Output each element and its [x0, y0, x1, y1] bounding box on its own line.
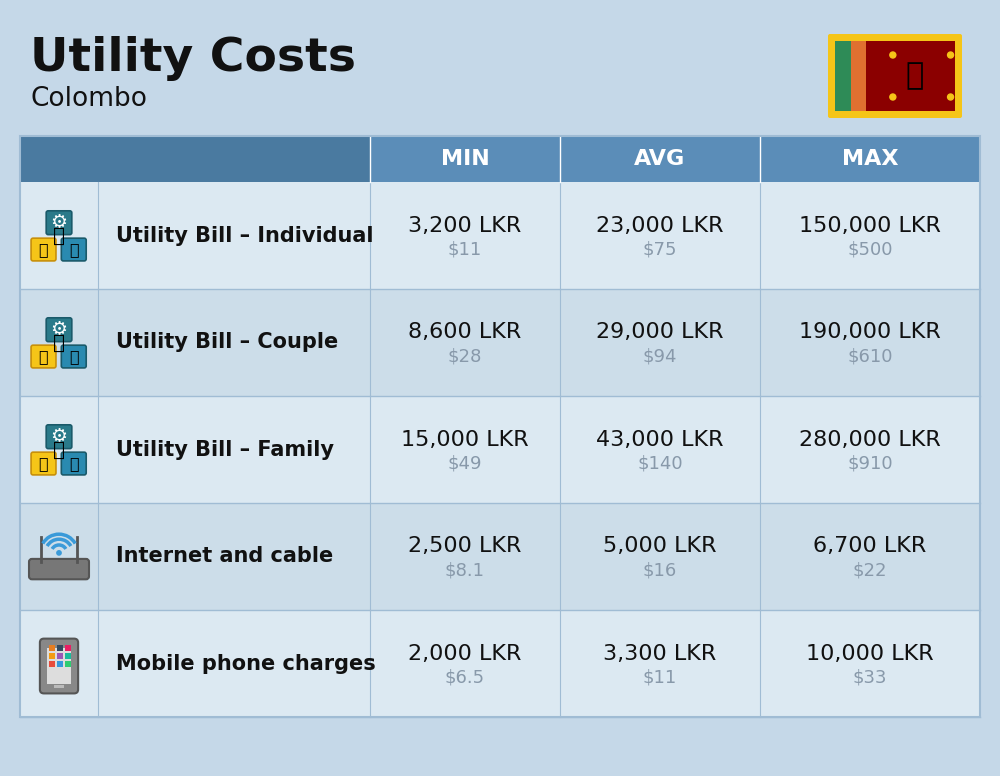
Text: $28: $28 — [448, 348, 482, 365]
Text: 3,300 LKR: 3,300 LKR — [603, 643, 717, 663]
FancyBboxPatch shape — [40, 639, 78, 694]
Circle shape — [890, 52, 896, 58]
FancyBboxPatch shape — [31, 452, 56, 475]
Text: 🔌: 🔌 — [39, 242, 48, 257]
Text: $16: $16 — [643, 562, 677, 580]
Text: 29,000 LKR: 29,000 LKR — [596, 323, 724, 342]
Text: 150,000 LKR: 150,000 LKR — [799, 216, 941, 235]
Text: MAX: MAX — [842, 149, 898, 169]
Text: Utility Costs: Utility Costs — [30, 36, 356, 81]
Text: 280,000 LKR: 280,000 LKR — [799, 429, 941, 449]
Text: $140: $140 — [637, 455, 683, 473]
Bar — [49, 645, 55, 651]
Text: 23,000 LKR: 23,000 LKR — [596, 216, 724, 235]
Bar — [65, 660, 71, 667]
FancyBboxPatch shape — [46, 318, 72, 341]
FancyBboxPatch shape — [828, 34, 962, 118]
Bar — [65, 645, 71, 651]
FancyBboxPatch shape — [29, 559, 89, 580]
Bar — [49, 653, 55, 659]
Text: $610: $610 — [847, 348, 893, 365]
Bar — [20, 136, 370, 182]
Text: 190,000 LKR: 190,000 LKR — [799, 323, 941, 342]
Text: 🧑: 🧑 — [53, 227, 65, 246]
Bar — [47, 649, 71, 684]
Text: Utility Bill – Individual: Utility Bill – Individual — [116, 226, 374, 245]
Text: MIN: MIN — [441, 149, 489, 169]
Bar — [20, 136, 980, 717]
Text: Mobile phone charges: Mobile phone charges — [116, 653, 376, 674]
Text: 10,000 LKR: 10,000 LKR — [806, 643, 934, 663]
Text: 🚰: 🚰 — [69, 349, 79, 364]
Text: 3,200 LKR: 3,200 LKR — [408, 216, 522, 235]
Bar — [49, 660, 55, 667]
FancyBboxPatch shape — [61, 452, 86, 475]
Bar — [835, 41, 851, 111]
Text: ⚙: ⚙ — [50, 428, 68, 446]
Text: $11: $11 — [643, 668, 677, 687]
Text: 6,700 LKR: 6,700 LKR — [813, 536, 927, 556]
Text: 🦁: 🦁 — [905, 61, 924, 91]
Bar — [54, 685, 64, 688]
Text: $910: $910 — [847, 455, 893, 473]
Bar — [57, 660, 63, 667]
Text: $33: $33 — [853, 668, 887, 687]
Text: $49: $49 — [448, 455, 482, 473]
Circle shape — [948, 94, 954, 100]
Bar — [57, 645, 63, 651]
FancyBboxPatch shape — [31, 345, 56, 368]
Text: $94: $94 — [643, 348, 677, 365]
Circle shape — [948, 52, 954, 58]
Text: Colombo: Colombo — [30, 86, 147, 112]
Text: Utility Bill – Family: Utility Bill – Family — [116, 439, 334, 459]
Circle shape — [890, 94, 896, 100]
Text: Utility Bill – Couple: Utility Bill – Couple — [116, 332, 338, 352]
FancyBboxPatch shape — [46, 211, 72, 234]
Text: 🧑: 🧑 — [53, 441, 65, 459]
Text: 🚰: 🚰 — [69, 242, 79, 257]
Text: $75: $75 — [643, 241, 677, 258]
Bar — [20, 503, 980, 610]
Bar — [20, 289, 980, 396]
Text: AVG: AVG — [634, 149, 686, 169]
Bar — [20, 396, 980, 503]
Bar — [20, 610, 980, 717]
FancyBboxPatch shape — [31, 238, 56, 261]
Bar — [65, 653, 71, 659]
Text: $22: $22 — [853, 562, 887, 580]
Text: 15,000 LKR: 15,000 LKR — [401, 429, 529, 449]
Text: $6.5: $6.5 — [445, 668, 485, 687]
Text: Internet and cable: Internet and cable — [116, 546, 333, 566]
Text: 🚰: 🚰 — [69, 456, 79, 471]
FancyBboxPatch shape — [61, 238, 86, 261]
Bar — [20, 182, 980, 289]
Bar — [57, 653, 63, 659]
Text: 43,000 LKR: 43,000 LKR — [596, 429, 724, 449]
Text: 5,000 LKR: 5,000 LKR — [603, 536, 717, 556]
Bar — [20, 136, 980, 182]
Bar — [851, 41, 866, 111]
Text: $8.1: $8.1 — [445, 562, 485, 580]
Text: 2,500 LKR: 2,500 LKR — [408, 536, 522, 556]
Bar — [866, 41, 955, 111]
Text: 🔌: 🔌 — [39, 349, 48, 364]
Text: $500: $500 — [847, 241, 893, 258]
Text: ⚙: ⚙ — [50, 320, 68, 339]
FancyBboxPatch shape — [46, 424, 72, 449]
Text: 8,600 LKR: 8,600 LKR — [408, 323, 522, 342]
Text: $11: $11 — [448, 241, 482, 258]
FancyBboxPatch shape — [61, 345, 86, 368]
Circle shape — [57, 551, 61, 555]
Text: 🧑: 🧑 — [53, 334, 65, 353]
Text: 🔌: 🔌 — [39, 456, 48, 471]
Text: 2,000 LKR: 2,000 LKR — [408, 643, 522, 663]
Text: ⚙: ⚙ — [50, 213, 68, 232]
